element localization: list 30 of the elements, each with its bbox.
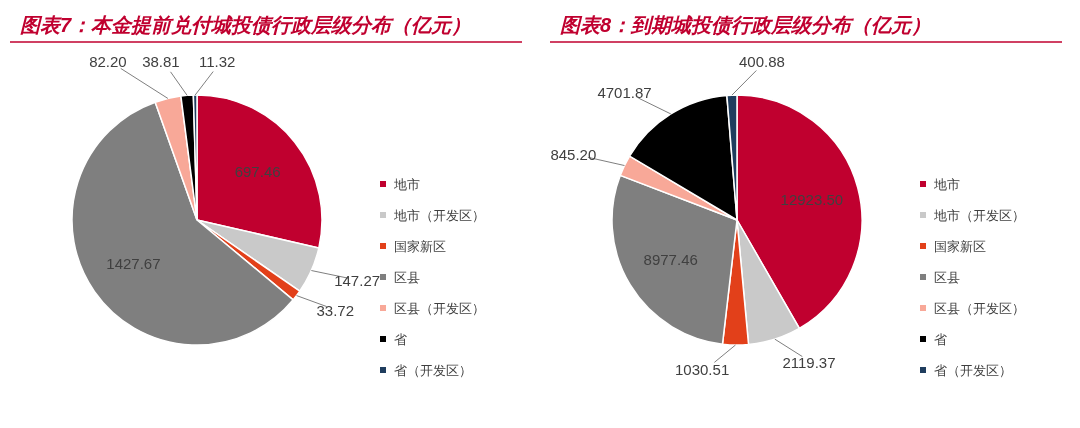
legend-label: 省（开发区） <box>934 363 1012 378</box>
data-label: 33.72 <box>316 301 355 319</box>
data-label: 8977.46 <box>643 251 698 269</box>
legend-label: 区县 <box>934 270 960 285</box>
data-label: 11.32 <box>199 53 236 70</box>
data-label: 2119.37 <box>782 353 836 371</box>
legend-label: 省 <box>934 332 947 347</box>
legend-label: 省（开发区） <box>394 363 472 378</box>
legend-label: 国家新区 <box>934 239 986 254</box>
data-label: 147.27 <box>334 271 381 289</box>
chart-title: 图表8：到期城投债行政层级分布（亿元） <box>560 14 932 36</box>
legend-label: 国家新区 <box>394 239 446 254</box>
data-label: 1427.67 <box>106 255 161 273</box>
legend-label: 地市（开发区） <box>393 208 485 223</box>
data-label: 1030.51 <box>675 360 730 378</box>
data-label: 697.46 <box>234 162 281 180</box>
data-label: 400.88 <box>739 53 785 70</box>
legend-label: 地市 <box>393 177 420 192</box>
legend-label: 省 <box>394 332 407 347</box>
legend-label: 区县 <box>394 270 420 285</box>
chart-title: 图表7：本金提前兑付城投债行政层级分布（亿元） <box>20 14 472 36</box>
data-label: 4701.87 <box>597 83 652 101</box>
legend-label: 区县（开发区） <box>394 301 485 316</box>
data-label: 845.20 <box>550 145 597 163</box>
legend-label: 地市（开发区） <box>933 208 1025 223</box>
legend-label: 区县（开发区） <box>934 301 1025 316</box>
legend-label: 地市 <box>933 177 960 192</box>
data-label: 82.20 <box>89 53 127 70</box>
data-label: 38.81 <box>142 53 180 70</box>
data-label: 12923.50 <box>780 191 844 208</box>
